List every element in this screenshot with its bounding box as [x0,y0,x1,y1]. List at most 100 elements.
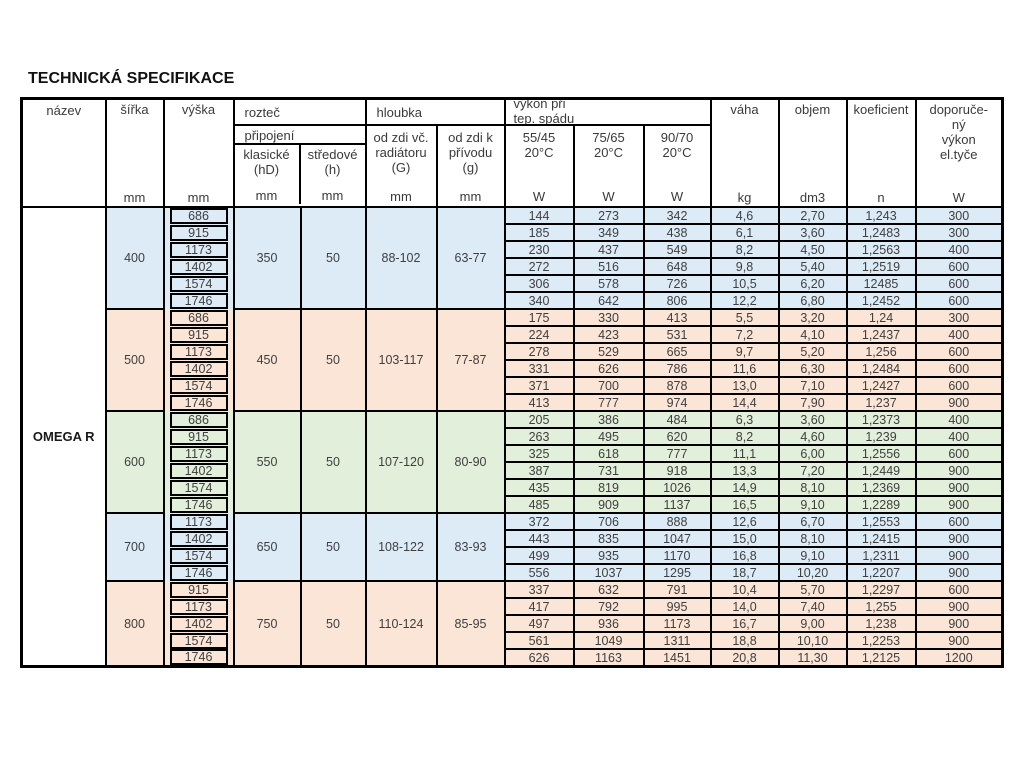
volume-cell: 6,70 [777,512,848,531]
power-9070-cell: 1170 [642,546,712,565]
power-7565-cell: 706 [572,512,645,531]
header-vyska: výška mm [162,97,235,208]
el-rod-power-cell: 900 [914,546,1004,565]
el-rod-power-cell: 400 [914,427,1004,446]
height-cell: 1173 [162,598,235,615]
weight-cell: 14,9 [709,478,780,497]
depth-from-wall-incl-cell: 110-124 [364,580,438,668]
table-header: název šířka mm výška mm rozteč hloubka [20,97,1004,208]
power-7565-cell: 777 [572,393,645,412]
weight-cell: 16,5 [709,495,780,514]
height-cell: 686 [162,207,235,224]
depth-from-wall-incl-cell: 108-122 [364,512,438,582]
volume-cell: 10,20 [777,563,848,582]
el-rod-power-cell: 900 [914,495,1004,514]
height-cell: 1574 [162,275,235,292]
height-cell: 1402 [162,360,235,377]
el-rod-power-cell: 300 [914,223,1004,242]
power-5545-cell: 485 [503,495,575,514]
height-value-box: 1746 [169,292,228,309]
power-9070-cell: 806 [642,291,712,310]
el-rod-power-cell: 900 [914,478,1004,497]
weight-cell: 20,8 [709,648,780,668]
pitch-classic-cell: 350 [232,206,302,310]
header-objem: objem dm3 [777,97,848,208]
power-7565-cell: 386 [572,410,645,429]
table-row: 1746 340 642 806 12,2 6,80 1,2452 600 [22,291,1004,310]
power-5545-cell: 272 [503,257,575,276]
table-row: 1173 417 792 995 14,0 7,40 1,255 900 [22,597,1004,616]
power-9070-cell: 1173 [642,614,712,633]
el-rod-power-cell: 600 [914,376,1004,395]
el-rod-power-cell: 600 [914,512,1004,531]
height-value-box: 1173 [169,445,228,462]
table-row: 915 185 349 438 6,1 3,60 1,2483 300 [22,223,1004,242]
height-value-box: 915 [169,326,228,343]
power-7565-cell: 909 [572,495,645,514]
power-7565-cell: 1037 [572,563,645,582]
height-value-box: 1574 [169,275,228,292]
weight-cell: 14,4 [709,393,780,412]
power-5545-cell: 372 [503,512,575,531]
power-9070-cell: 413 [642,308,712,327]
height-cell: 686 [162,309,235,326]
header-grad2-label: 75/65 20°C [592,130,625,160]
weight-cell: 7,2 [709,325,780,344]
header-doporuceny: doporuče- ný výkon el.tyče W [914,97,1004,208]
height-cell: 1746 [162,394,235,411]
weight-cell: 5,5 [709,308,780,327]
power-5545-cell: 626 [503,648,575,668]
height-value-box: 1402 [169,258,228,275]
volume-cell: 9,00 [777,614,848,633]
header-sirka-label: šířka [120,102,149,117]
el-rod-power-cell: 600 [914,580,1004,599]
weight-cell: 18,8 [709,631,780,650]
power-9070-cell: 1137 [642,495,712,514]
power-9070-cell: 484 [642,410,712,429]
header-grad1: 55/45 20°C W [503,124,575,208]
weight-cell: 13,3 [709,461,780,480]
weight-cell: 13,0 [709,376,780,395]
height-value-box: 1574 [169,479,228,496]
weight-cell: 12,2 [709,291,780,310]
header-od-zdi-vc-label: od zdi vč. radiátoru (G) [373,130,429,175]
header-vyska-unit: mm [187,190,210,205]
coefficient-cell: 1,2556 [845,444,917,463]
coefficient-cell: 1,2415 [845,529,917,548]
header-vaha-unit: kg [737,190,752,205]
power-9070-cell: 1047 [642,529,712,548]
power-5545-cell: 561 [503,631,575,650]
power-5545-cell: 185 [503,223,575,242]
power-9070-cell: 1026 [642,478,712,497]
coefficient-cell: 1,2553 [845,512,917,531]
power-7565-cell: 349 [572,223,645,242]
height-value-box: 1746 [169,649,228,665]
el-rod-power-cell: 600 [914,359,1004,378]
power-7565-cell: 330 [572,308,645,327]
height-cell: 1574 [162,377,235,394]
volume-cell: 7,40 [777,597,848,616]
height-value-box: 1402 [169,530,228,547]
power-9070-cell: 1451 [642,648,712,668]
el-rod-power-cell: 400 [914,410,1004,429]
header-grad3: 90/70 20°C W [642,124,712,208]
volume-cell: 8,10 [777,529,848,548]
height-value-box: 915 [169,428,228,445]
coefficient-cell: 12485 [845,274,917,293]
header-vyska-label: výška [181,102,216,117]
power-7565-cell: 936 [572,614,645,633]
height-cell: 1402 [162,615,235,632]
table-row: 1746 485 909 1137 16,5 9,10 1,2289 900 [22,495,1004,514]
height-value-box: 1574 [169,377,228,394]
power-5545-cell: 325 [503,444,575,463]
power-7565-cell: 632 [572,580,645,599]
table-row: 1173 325 618 777 11,1 6,00 1,2556 600 [22,444,1004,463]
header-vaha: váha kg [709,97,780,208]
width-group-cell: 700 [104,512,165,582]
height-value-box: 686 [169,208,228,224]
table-row: 1173 278 529 665 9,7 5,20 1,256 600 [22,342,1004,361]
header-grad3-label: 90/70 20°C [660,130,694,160]
volume-cell: 3,20 [777,308,848,327]
power-7565-cell: 529 [572,342,645,361]
